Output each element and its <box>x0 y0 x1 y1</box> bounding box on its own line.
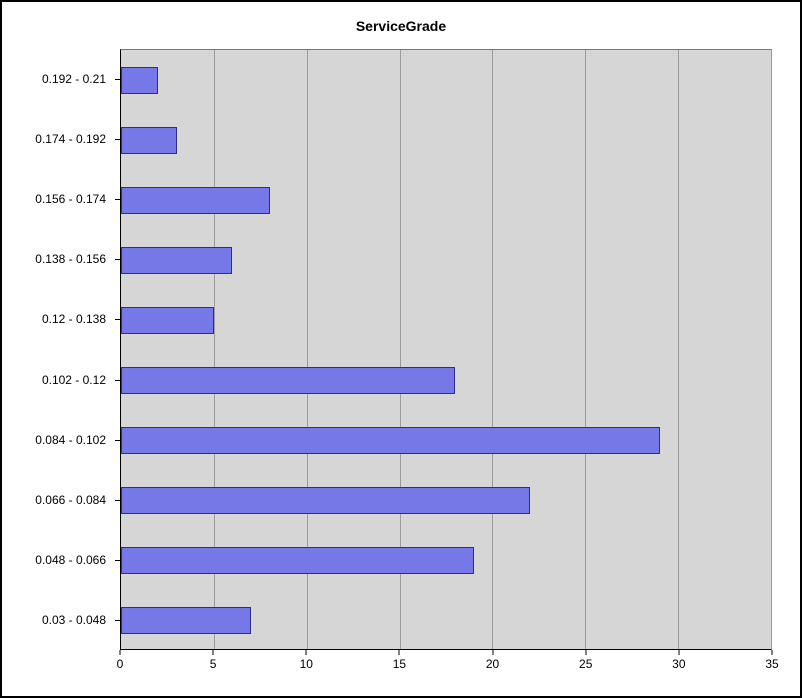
y-axis-category-label: 0.066 - 0.084 <box>35 492 106 507</box>
bar-0.102-0.12 <box>121 367 456 395</box>
bar-0.048-0.066 <box>121 547 474 575</box>
y-axis-tick <box>115 79 120 81</box>
y-axis-labels: 0.192 - 0.21 0.174 - 0.192 0.156 - 0.174 0.… <box>2 49 114 650</box>
y-axis-category-label: 0.03 - 0.048 <box>41 612 106 627</box>
x-axis-tick <box>119 650 121 655</box>
y-axis-tick <box>115 439 120 441</box>
y-axis-tick <box>115 499 120 501</box>
x-axis-tick <box>305 650 307 655</box>
bar-0.12-0.138 <box>121 306 214 334</box>
bar-0.03-0.048 <box>121 607 251 635</box>
x-axis-tick-label: 20 <box>485 657 500 671</box>
x-axis-tick <box>398 650 400 655</box>
bar-0.066-0.084 <box>121 487 530 515</box>
x-axis-tick <box>212 650 214 655</box>
y-axis-category-label: 0.156 - 0.174 <box>35 192 106 207</box>
x-axis-tick <box>492 650 494 655</box>
gridline <box>492 50 494 649</box>
bar-0.156-0.174 <box>121 186 270 214</box>
y-axis-tick <box>115 619 120 621</box>
bar-0.192-0.21 <box>121 66 159 94</box>
x-axis-labels: 0 5 10 15 20 25 30 35 <box>116 650 779 674</box>
bar-0.138-0.156 <box>121 246 233 274</box>
gridline <box>213 50 215 649</box>
x-axis-tick-label: 35 <box>765 657 779 671</box>
x-axis-tick <box>585 650 587 655</box>
bar-0.084-0.102 <box>121 427 660 455</box>
y-axis-tick <box>115 259 120 261</box>
bar-0.174-0.192 <box>121 126 177 154</box>
y-axis-tick <box>115 559 120 561</box>
y-axis-tick <box>115 139 120 141</box>
x-axis-tick-label: 30 <box>672 657 686 671</box>
gridline <box>678 50 680 649</box>
x-axis-tick-label: 0 <box>116 657 124 671</box>
y-axis-category-label: 0.048 - 0.066 <box>35 552 106 567</box>
gridline <box>585 50 587 649</box>
gridline <box>399 50 401 649</box>
plot-area <box>120 49 772 650</box>
y-axis-tick <box>115 319 120 321</box>
y-axis-category-label: 0.174 - 0.192 <box>35 132 106 147</box>
y-axis-category-label: 0.12 - 0.138 <box>41 312 106 327</box>
x-axis-tick-label: 5 <box>209 657 217 671</box>
y-axis-category-label: 0.192 - 0.21 <box>41 72 106 87</box>
y-axis-tick <box>115 379 120 381</box>
x-axis-tick-label: 25 <box>579 657 593 671</box>
y-axis-category-label: 0.084 - 0.102 <box>35 432 106 447</box>
chart-title: ServiceGrade <box>355 18 447 34</box>
y-axis-tick <box>115 199 120 201</box>
y-axis-category-label: 0.102 - 0.12 <box>41 372 106 387</box>
x-axis-tick-label: 15 <box>392 657 407 671</box>
y-axis-category-label: 0.138 - 0.156 <box>35 252 106 267</box>
gridline <box>306 50 308 649</box>
x-axis-tick-label: 10 <box>299 657 313 671</box>
x-axis-tick <box>678 650 680 655</box>
x-axis-tick <box>771 650 773 655</box>
